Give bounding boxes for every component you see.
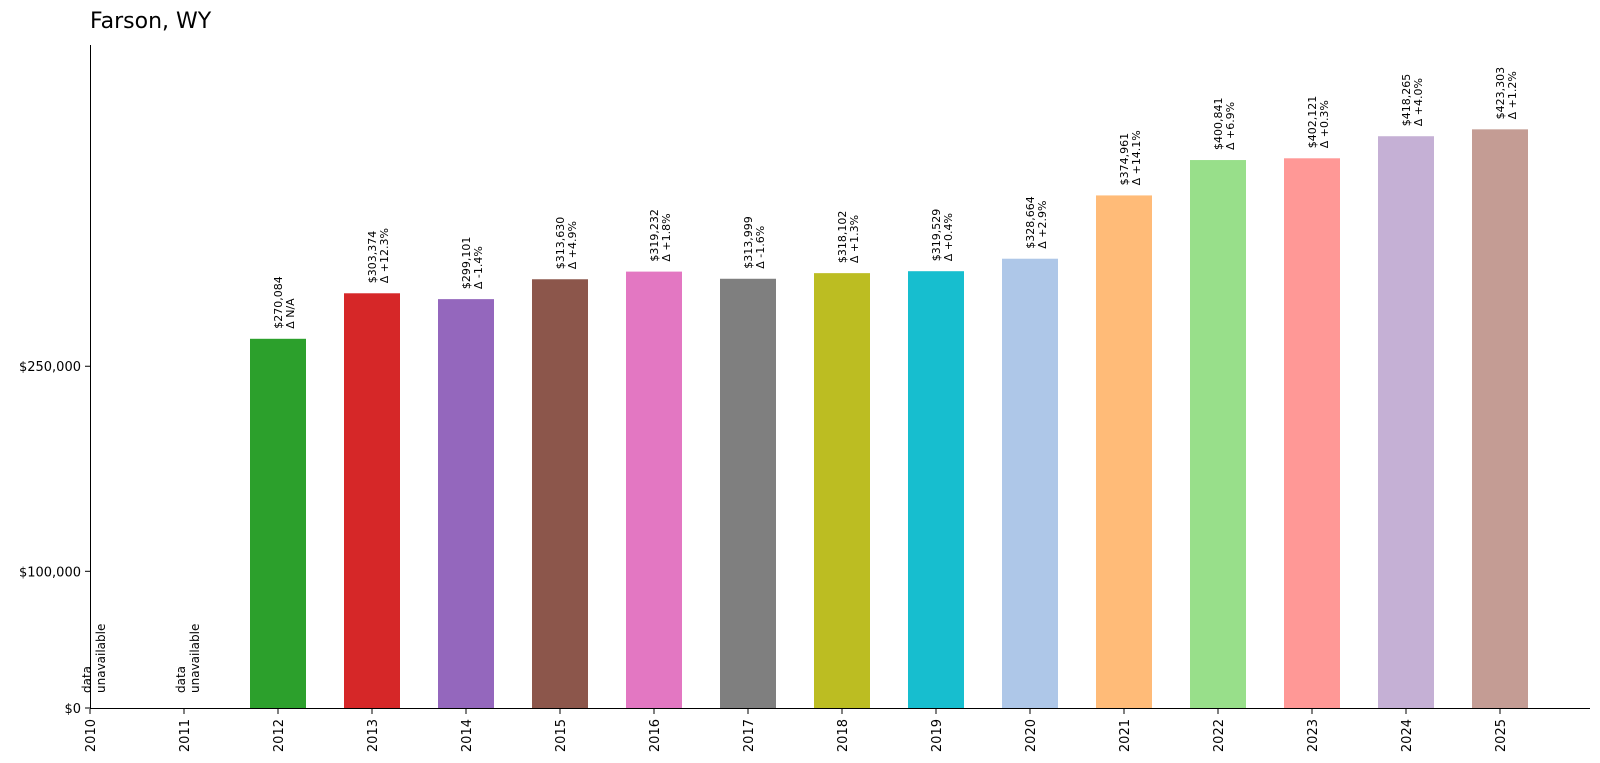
x-tick-label: 2018 xyxy=(836,719,851,752)
x-tick-label: 2016 xyxy=(648,719,663,752)
x-tick-label: 2013 xyxy=(366,719,381,752)
bar-change: Δ +4.0% xyxy=(1412,78,1425,126)
bar-value: $328,664 xyxy=(1024,196,1037,249)
bar-value-label: $270,084Δ N/A xyxy=(272,276,297,329)
missing-data-line: unavailable xyxy=(94,624,108,693)
x-tick-label: 2017 xyxy=(742,719,757,752)
chart-title: Farson, WY xyxy=(90,9,212,34)
bar-value: $400,841 xyxy=(1212,98,1225,151)
bar-change: Δ -1.6% xyxy=(754,226,767,269)
x-tick-label: 2021 xyxy=(1118,719,1133,752)
bar-value-label: $313,630Δ +4.9% xyxy=(554,217,579,270)
x-tick-label: 2024 xyxy=(1400,719,1415,752)
missing-data-line: data xyxy=(80,666,94,693)
x-tick-label: 2015 xyxy=(554,719,569,752)
bar-2023 xyxy=(1284,158,1340,708)
bar-value: $318,102 xyxy=(836,211,849,264)
x-tick-label: 2019 xyxy=(930,719,945,752)
bar-value-label: $400,841Δ +6.9% xyxy=(1212,98,1237,151)
missing-data-label: dataunavailable xyxy=(174,624,202,693)
bar-value-label: $318,102Δ +1.3% xyxy=(836,211,861,264)
bar-change: Δ -1.4% xyxy=(472,246,485,289)
bar-change: Δ +1.2% xyxy=(1506,71,1519,119)
bar-value: $313,999 xyxy=(742,216,755,269)
bar-2019 xyxy=(908,271,964,708)
y-tick-label: $250,000 xyxy=(19,360,81,375)
bar-2014 xyxy=(438,299,494,708)
bar-2017 xyxy=(720,278,776,708)
bar-value: $402,121 xyxy=(1306,96,1319,149)
bar-value: $303,374 xyxy=(366,231,379,284)
bar-value: $423,303 xyxy=(1494,67,1507,120)
bar-2012 xyxy=(250,338,306,708)
bar-change: Δ +0.4% xyxy=(942,213,955,261)
bar-change: Δ N/A xyxy=(284,298,297,329)
missing-data-line: data xyxy=(174,666,188,693)
y-axis: $0 $100,000 $250,000 xyxy=(19,360,90,717)
x-tick-label: 2025 xyxy=(1494,719,1509,752)
x-tick-label: 2020 xyxy=(1024,719,1039,752)
bar-2018 xyxy=(814,273,870,708)
bar-2025 xyxy=(1472,129,1528,708)
bar-change: Δ +6.9% xyxy=(1224,102,1237,150)
bar-labels: dataunavailable dataunavailable$270,084Δ … xyxy=(80,67,1519,693)
bar-value: $374,961 xyxy=(1118,133,1131,186)
bar-2013 xyxy=(344,293,400,708)
bar-value: $313,630 xyxy=(554,217,567,270)
bar-2021 xyxy=(1096,195,1152,709)
bar-change: Δ +2.9% xyxy=(1036,201,1049,249)
y-tick-label: $100,000 xyxy=(19,565,81,580)
bar-value-label: $299,101Δ -1.4% xyxy=(460,237,485,290)
y-tick-label: $0 xyxy=(64,702,81,717)
x-tick-label: 2011 xyxy=(178,719,193,752)
bar-value: $319,529 xyxy=(930,209,943,262)
x-tick-label: 2012 xyxy=(272,719,287,752)
bar-value-label: $313,999Δ -1.6% xyxy=(742,216,767,269)
x-tick-label: 2023 xyxy=(1306,719,1321,752)
bar-change: Δ +12.3% xyxy=(378,228,391,283)
x-tick-label: 2010 xyxy=(84,719,99,752)
x-tick-label: 2022 xyxy=(1212,719,1227,752)
bar-2016 xyxy=(626,271,682,708)
bar-value-label: $402,121Δ +0.3% xyxy=(1306,96,1331,149)
bar-change: Δ +1.8% xyxy=(660,213,673,261)
bar-value-label: $328,664Δ +2.9% xyxy=(1024,196,1049,249)
bar-value: $418,265 xyxy=(1400,74,1413,127)
bar-change: Δ +1.3% xyxy=(848,215,861,263)
bar-value: $319,232 xyxy=(648,209,661,262)
bar-value-label: $423,303Δ +1.2% xyxy=(1494,67,1519,120)
bar-value-label: $303,374Δ +12.3% xyxy=(366,228,391,283)
bar-change: Δ +14.1% xyxy=(1130,130,1143,185)
bars xyxy=(250,129,1528,709)
bar-2020 xyxy=(1002,258,1058,708)
x-axis: 2010 2011 2012 2013 2014 2015 2016 2017 2018 2019… xyxy=(84,709,1509,752)
bar-change: Δ +4.9% xyxy=(566,221,579,269)
bar-value: $270,084 xyxy=(272,276,285,329)
bar-value: $299,101 xyxy=(460,237,473,290)
bar-value-label: $418,265Δ +4.0% xyxy=(1400,74,1425,127)
missing-data-line: unavailable xyxy=(188,624,202,693)
bar-2015 xyxy=(532,279,588,708)
bar-2024 xyxy=(1378,136,1434,709)
x-tick-label: 2014 xyxy=(460,719,475,752)
bar-change: Δ +0.3% xyxy=(1318,100,1331,148)
bar-2022 xyxy=(1190,160,1246,709)
bar-value-label: $374,961Δ +14.1% xyxy=(1118,130,1143,185)
bar-value-label: $319,232Δ +1.8% xyxy=(648,209,673,262)
bar-value-label: $319,529Δ +0.4% xyxy=(930,209,955,262)
missing-data-label: dataunavailable xyxy=(80,624,108,693)
